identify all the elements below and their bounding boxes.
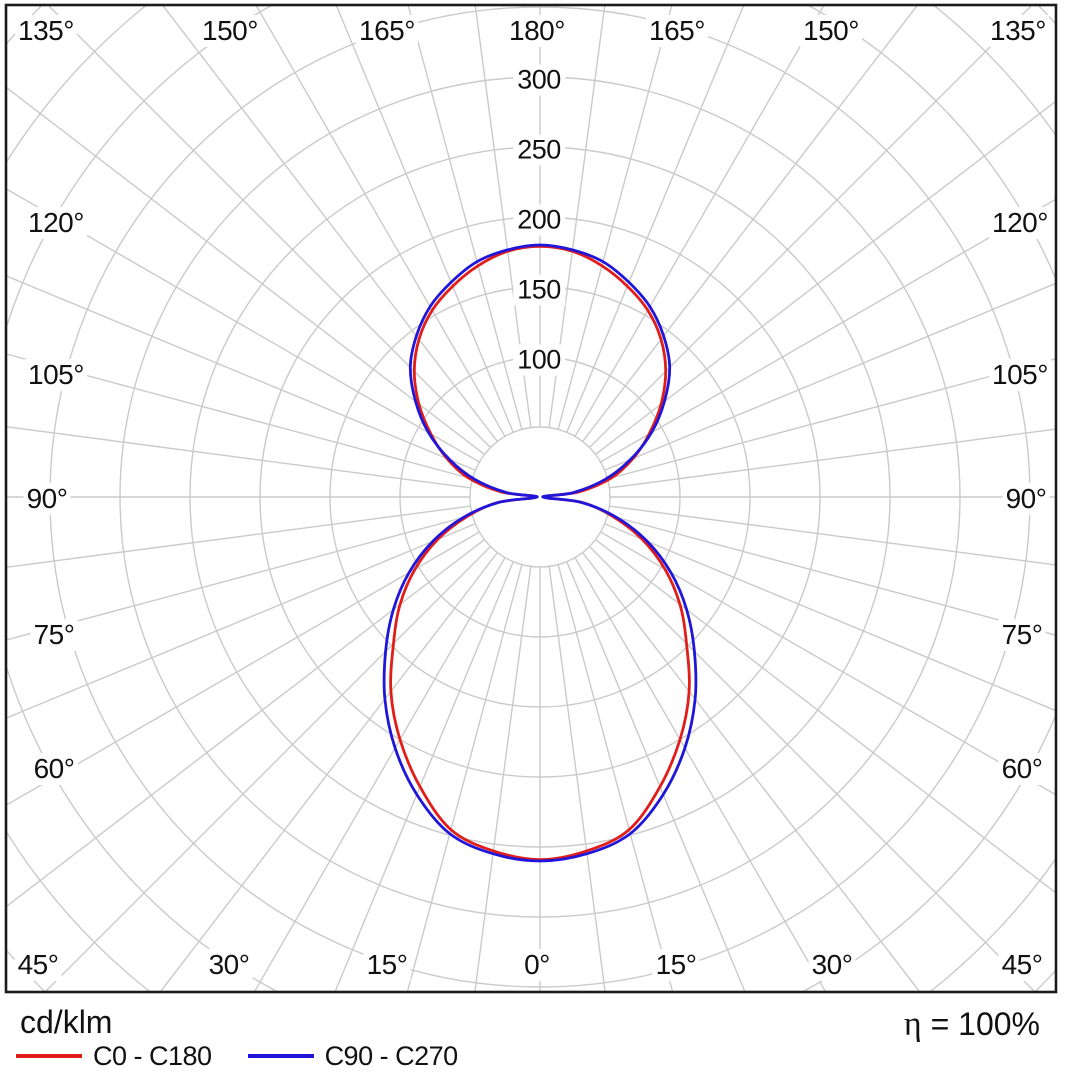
legend-line-c0-c180 <box>16 1054 82 1058</box>
eta-value: = 100% <box>921 1006 1040 1042</box>
legend: C0 - C180 C90 - C270 <box>16 1040 458 1072</box>
legend-label-c90-c270: C90 - C270 <box>324 1040 459 1071</box>
efficiency-label: η = 100% <box>904 1006 1040 1044</box>
legend-label-c0-c180: C0 - C180 <box>93 1040 212 1071</box>
units-label: cd/klm <box>20 1004 113 1040</box>
eta-symbol: η <box>903 1006 922 1043</box>
intensity-curves <box>382 243 698 863</box>
curve-c90-c270 <box>382 243 698 863</box>
chart-frame <box>4 3 1058 994</box>
legend-line-c90-c270 <box>247 1054 314 1058</box>
